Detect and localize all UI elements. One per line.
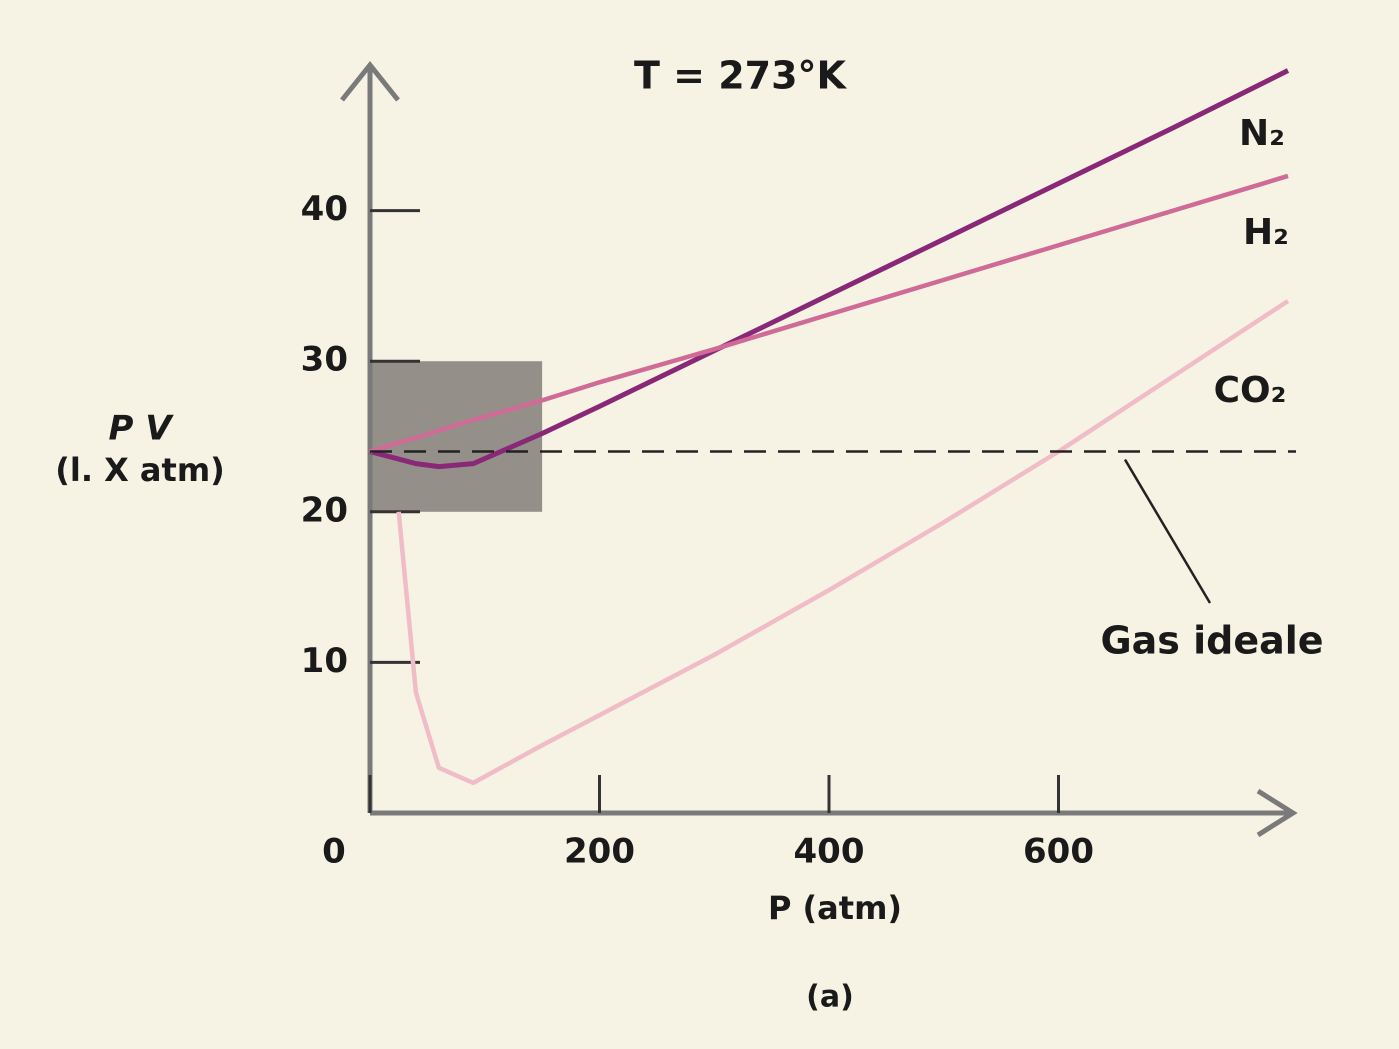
x-tick-label: 600: [1023, 832, 1094, 872]
annotation-leader: [1123, 458, 1212, 604]
annotation: Gas ideale: [1100, 619, 1323, 663]
y-axis-label: (l. X atm): [55, 451, 225, 489]
caption: (a): [806, 980, 854, 1015]
series-line: [396, 299, 1290, 786]
series-label: N₂: [1239, 113, 1285, 154]
series-label: CO₂: [1214, 370, 1287, 411]
highlight-box: [370, 361, 543, 512]
y-tick-label: 10: [301, 641, 348, 681]
y-axis-arrow: [340, 60, 400, 102]
chart-title: T = 273°K: [634, 54, 848, 98]
series-line: [369, 173, 1289, 454]
x-tick-label: 400: [794, 832, 865, 872]
y-tick-label: 30: [301, 340, 348, 380]
x-axis-arrow: [1256, 788, 1298, 838]
y-axis-label: P V: [108, 409, 174, 449]
y-tick-label: 40: [301, 189, 348, 229]
x-axis-label: P (atm): [768, 889, 902, 927]
series-line: [369, 68, 1290, 470]
y-tick-label: 20: [301, 490, 348, 530]
series-label: H₂: [1243, 212, 1289, 253]
x-tick-label: 200: [564, 832, 635, 872]
x-tick-label: 0: [322, 832, 346, 872]
